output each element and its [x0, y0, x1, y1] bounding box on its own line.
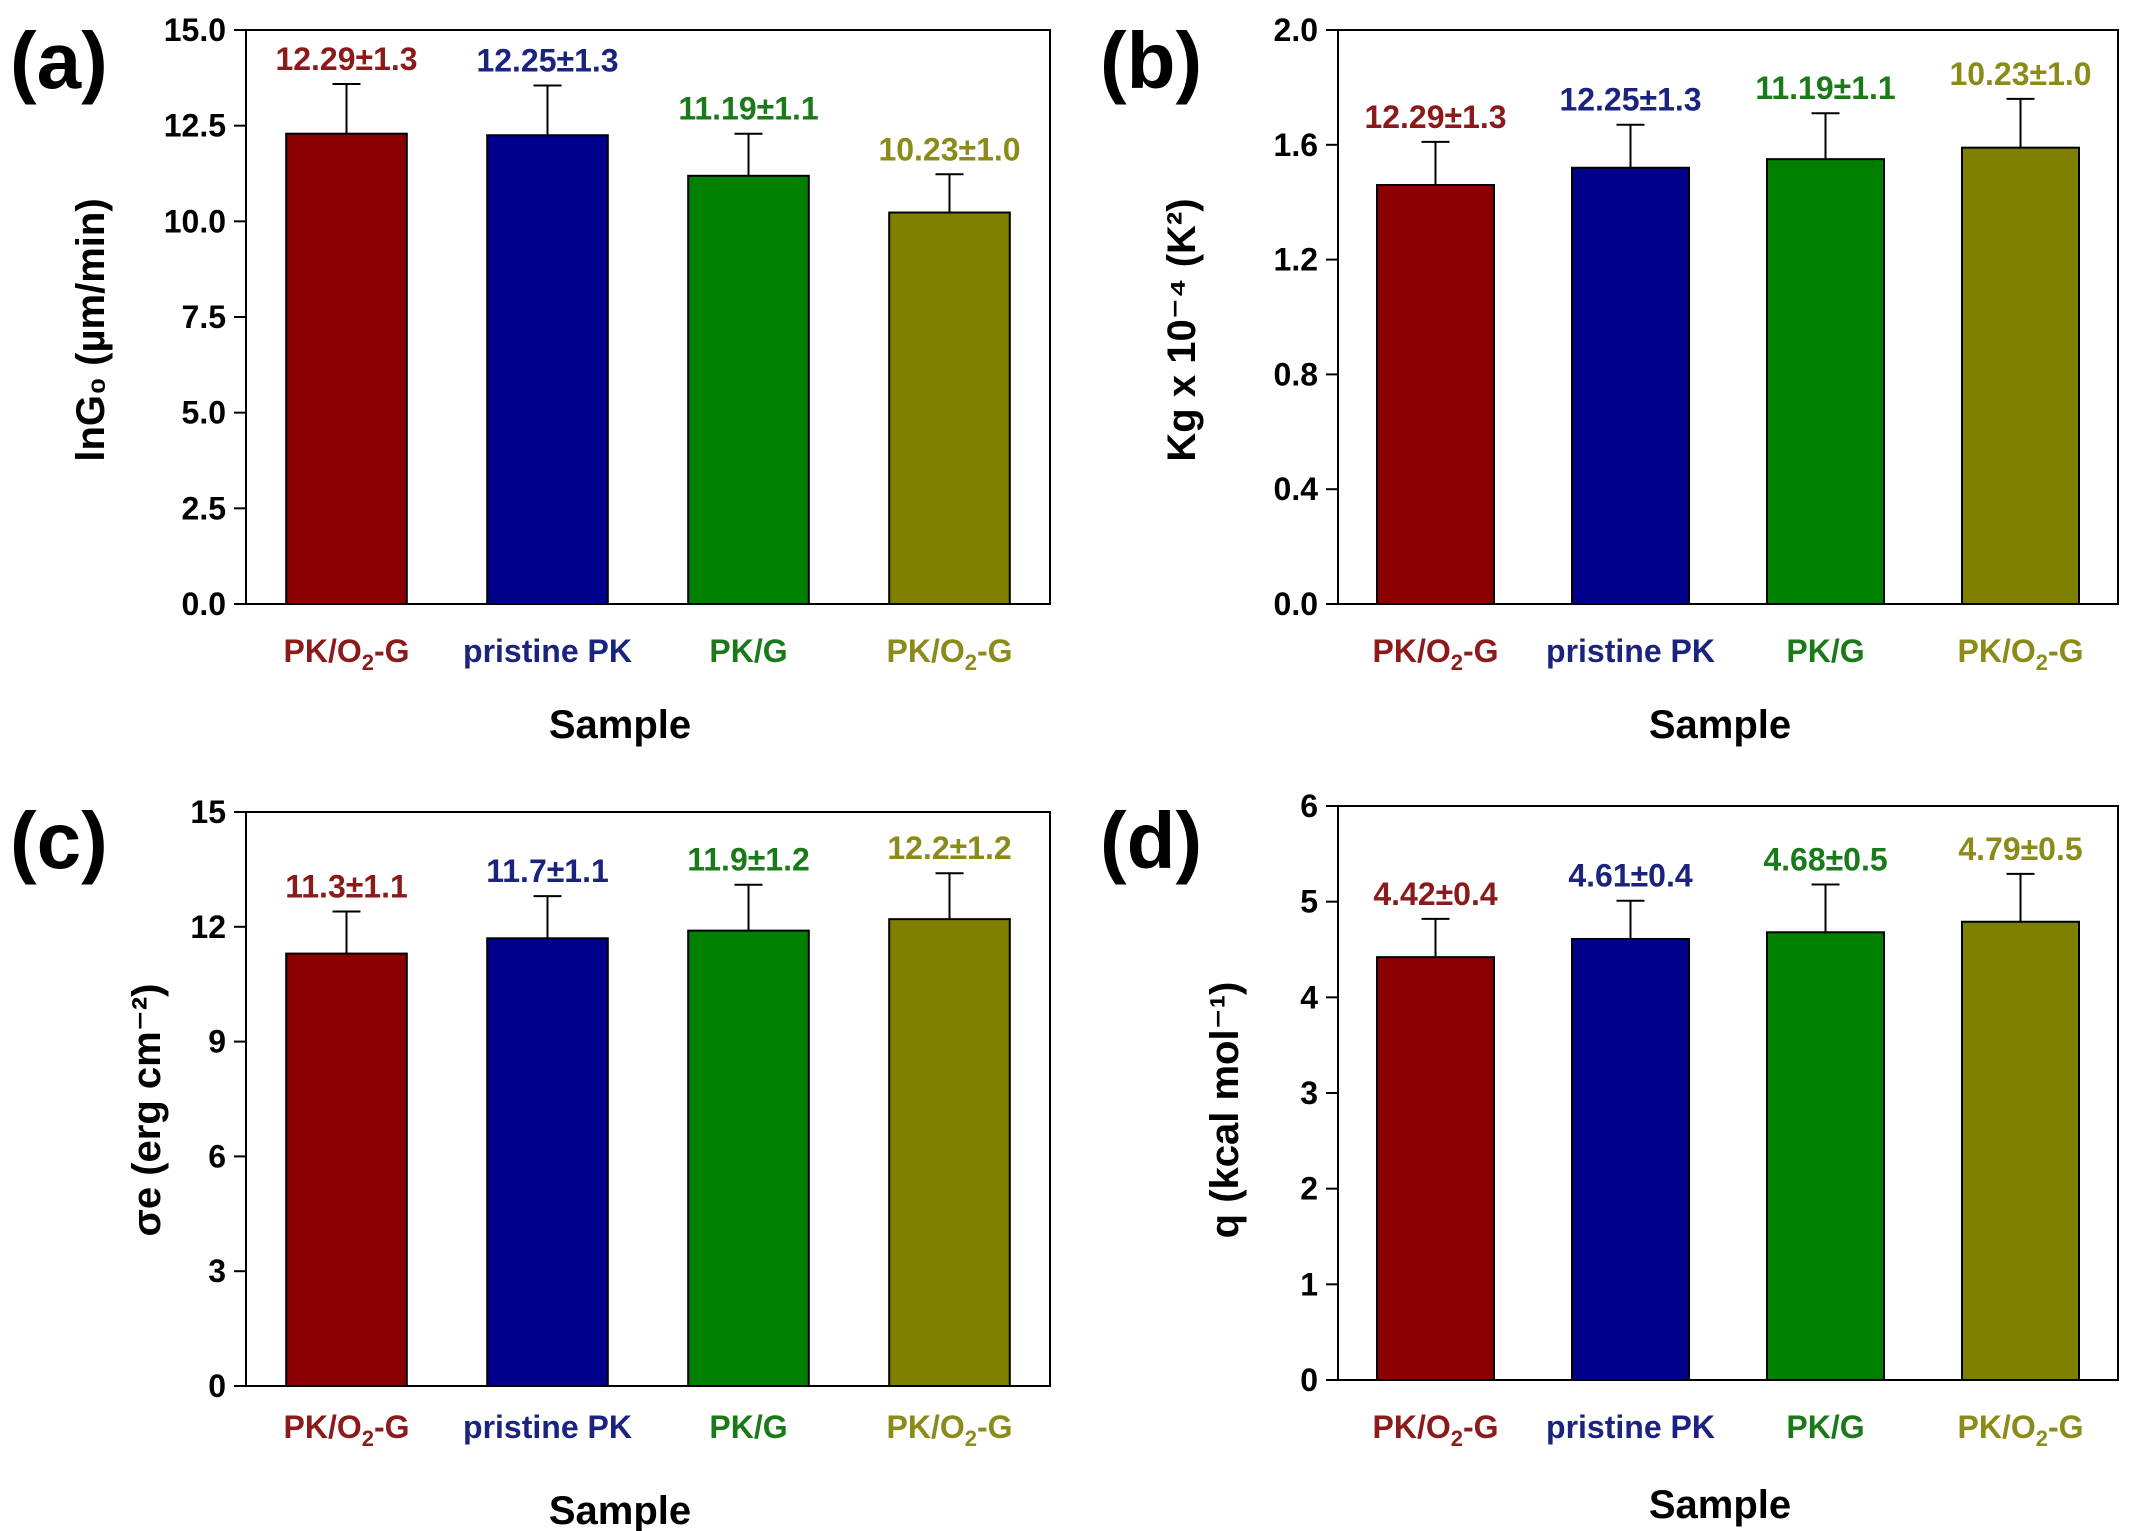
panel-d-bar-4 [1961, 920, 2080, 1381]
panel-c-plot-frame [245, 811, 1051, 1387]
panel-a: (a) Sample lnG₀ (µm/min) 12.29±1.3 PK/O2-… [10, 12, 1051, 747]
panel-b-xlabel: Sample [1649, 703, 1791, 747]
panel-b-category-label-1: PK/O2-G [1372, 633, 1498, 675]
panel-a-bar-3 [687, 174, 810, 606]
panel-c-category-label-2: pristine PK [463, 1409, 632, 1445]
panel-b-value-label-3: 11.19±1.1 [1755, 70, 1895, 106]
panel-b-ytick-label: 0.8 [1274, 356, 1318, 392]
panel-a-ytick-label: 10.0 [164, 203, 226, 239]
panel-d-category-label-2: pristine PK [1546, 1409, 1715, 1445]
panel-a-bar-4 [888, 211, 1011, 605]
panel-d-category-label-3: PK/G [1786, 1409, 1864, 1445]
panel-d-ytick-label: 5 [1300, 884, 1318, 920]
panel-c-category-label-4: PK/O2-G [886, 1409, 1012, 1451]
panel-c-ytick-label: 12 [190, 909, 226, 945]
panel-a-ytick-label: 2.5 [182, 490, 226, 526]
panel-d-bar-3 [1766, 931, 1885, 1382]
panel-d-category-label-4: PK/O2-G [1957, 1409, 2083, 1451]
panel-a-value-label-1: 12.29±1.3 [275, 41, 417, 77]
panel-a-ytick-label: 12.5 [164, 108, 226, 144]
panel-a-value-label-2: 12.25±1.3 [476, 42, 618, 78]
panel-a-value-label-3: 11.19±1.1 [678, 91, 818, 127]
panel-d-ytick-label: 3 [1300, 1075, 1318, 1111]
panel-d-bar-1 [1376, 956, 1495, 1381]
panel-a-category-label-2: pristine PK [463, 633, 632, 669]
panel-d-ytick-label: 2 [1300, 1171, 1318, 1207]
panel-a-bar-1 [285, 132, 408, 605]
panel-c-category-label-1: PK/O2-G [283, 1409, 409, 1451]
panel-b-ylabel: Kg x 10⁻⁴ (K²) [1160, 198, 1204, 461]
panel-d-value-label-1: 4.42±0.4 [1373, 876, 1498, 912]
panel-d-ytick-label: 6 [1300, 788, 1318, 824]
panel-d-value-label-3: 4.68±0.5 [1763, 841, 1887, 877]
panel-a-ylabel: lnG₀ (µm/min) [69, 198, 113, 461]
panel-b-letter: (b) [1100, 16, 1202, 105]
panel-d-letter: (d) [1100, 796, 1202, 885]
panel-c-bar-1 [285, 952, 408, 1387]
panel-a-xlabel: Sample [549, 703, 691, 747]
panel-d-bar-2 [1571, 937, 1690, 1382]
panel-b-value-label-4: 10.23±1.0 [1949, 56, 2091, 92]
panel-b-bar-1 [1376, 183, 1495, 605]
panel-a-bar-2 [486, 134, 609, 605]
panel-c-value-label-1: 11.3±1.1 [285, 868, 408, 904]
panel-c-ylabel: σe (erg cm⁻²) [125, 984, 169, 1237]
panel-b-plot-frame [1337, 29, 2119, 605]
panel-b-ytick-label: 1.2 [1274, 242, 1318, 278]
panel-d-ytick-label: 1 [1300, 1266, 1318, 1302]
panel-d-xlabel: Sample [1649, 1483, 1791, 1527]
panel-b-bar-3 [1766, 158, 1885, 605]
panel-c-bar-4 [888, 918, 1011, 1387]
panel-d-ytick-label: 0 [1300, 1362, 1318, 1398]
panel-a-ytick-label: 7.5 [182, 299, 226, 335]
panel-b-ytick-label: 2.0 [1274, 12, 1318, 48]
panel-b-bar-2 [1571, 166, 1690, 605]
panel-c-xlabel: Sample [549, 1489, 691, 1531]
panel-c-ytick-label: 3 [208, 1253, 226, 1289]
panel-a-ytick-label: 15.0 [164, 12, 226, 48]
panel-b-ytick-label: 1.6 [1274, 127, 1318, 163]
panel-b-category-label-2: pristine PK [1546, 633, 1715, 669]
panel-a-ytick-label: 0.0 [182, 586, 226, 622]
panel-a-category-label-4: PK/O2-G [886, 633, 1012, 675]
panel-c: (c) Sample σe (erg cm⁻²) 11.3±1.1 PK/O2-G… [10, 794, 1051, 1531]
panel-d-value-label-2: 4.61±0.4 [1568, 858, 1693, 894]
panel-b-value-label-2: 12.25±1.3 [1559, 82, 1701, 118]
panel-c-bar-2 [486, 937, 609, 1388]
panel-c-ytick-label: 9 [208, 1024, 226, 1060]
panel-c-value-label-2: 11.7±1.1 [486, 853, 609, 889]
panel-c-ytick-label: 6 [208, 1138, 226, 1174]
panel-b-bar-4 [1961, 146, 2080, 605]
panel-a-value-label-4: 10.23±1.0 [878, 131, 1020, 167]
panel-b-ytick-label: 0.0 [1274, 586, 1318, 622]
panel-b-ytick-label: 0.4 [1274, 471, 1319, 507]
panel-c-letter: (c) [10, 796, 108, 885]
panel-d: (d) Sample q (kcal mol⁻¹) 4.42±0.4 PK/O2-… [1100, 788, 2119, 1527]
panel-b-category-label-3: PK/G [1786, 633, 1864, 669]
panel-b-category-label-4: PK/O2-G [1957, 633, 2083, 675]
panel-b: (b) Sample Kg x 10⁻⁴ (K²) 12.29±1.3 PK/O2… [1100, 12, 2119, 747]
panel-c-value-label-4: 12.2±1.2 [887, 830, 1011, 866]
panel-a-ytick-label: 5.0 [182, 395, 226, 431]
panel-d-ylabel: q (kcal mol⁻¹) [1203, 982, 1247, 1239]
panel-b-value-label-1: 12.29±1.3 [1364, 99, 1506, 135]
panel-a-category-label-1: PK/O2-G [283, 633, 409, 675]
panel-a-category-label-3: PK/G [709, 633, 787, 669]
panel-c-category-label-3: PK/G [709, 1409, 787, 1445]
panel-c-bar-3 [687, 929, 810, 1387]
panel-a-letter: (a) [10, 16, 108, 105]
panel-c-value-label-3: 11.9±1.2 [687, 842, 810, 878]
panel-d-value-label-4: 4.79±0.5 [1958, 831, 2082, 867]
panel-c-ytick-label: 15 [190, 794, 226, 830]
panel-d-category-label-1: PK/O2-G [1372, 1409, 1498, 1451]
panel-d-ytick-label: 4 [1300, 979, 1318, 1015]
panel-c-ytick-label: 0 [208, 1368, 226, 1404]
